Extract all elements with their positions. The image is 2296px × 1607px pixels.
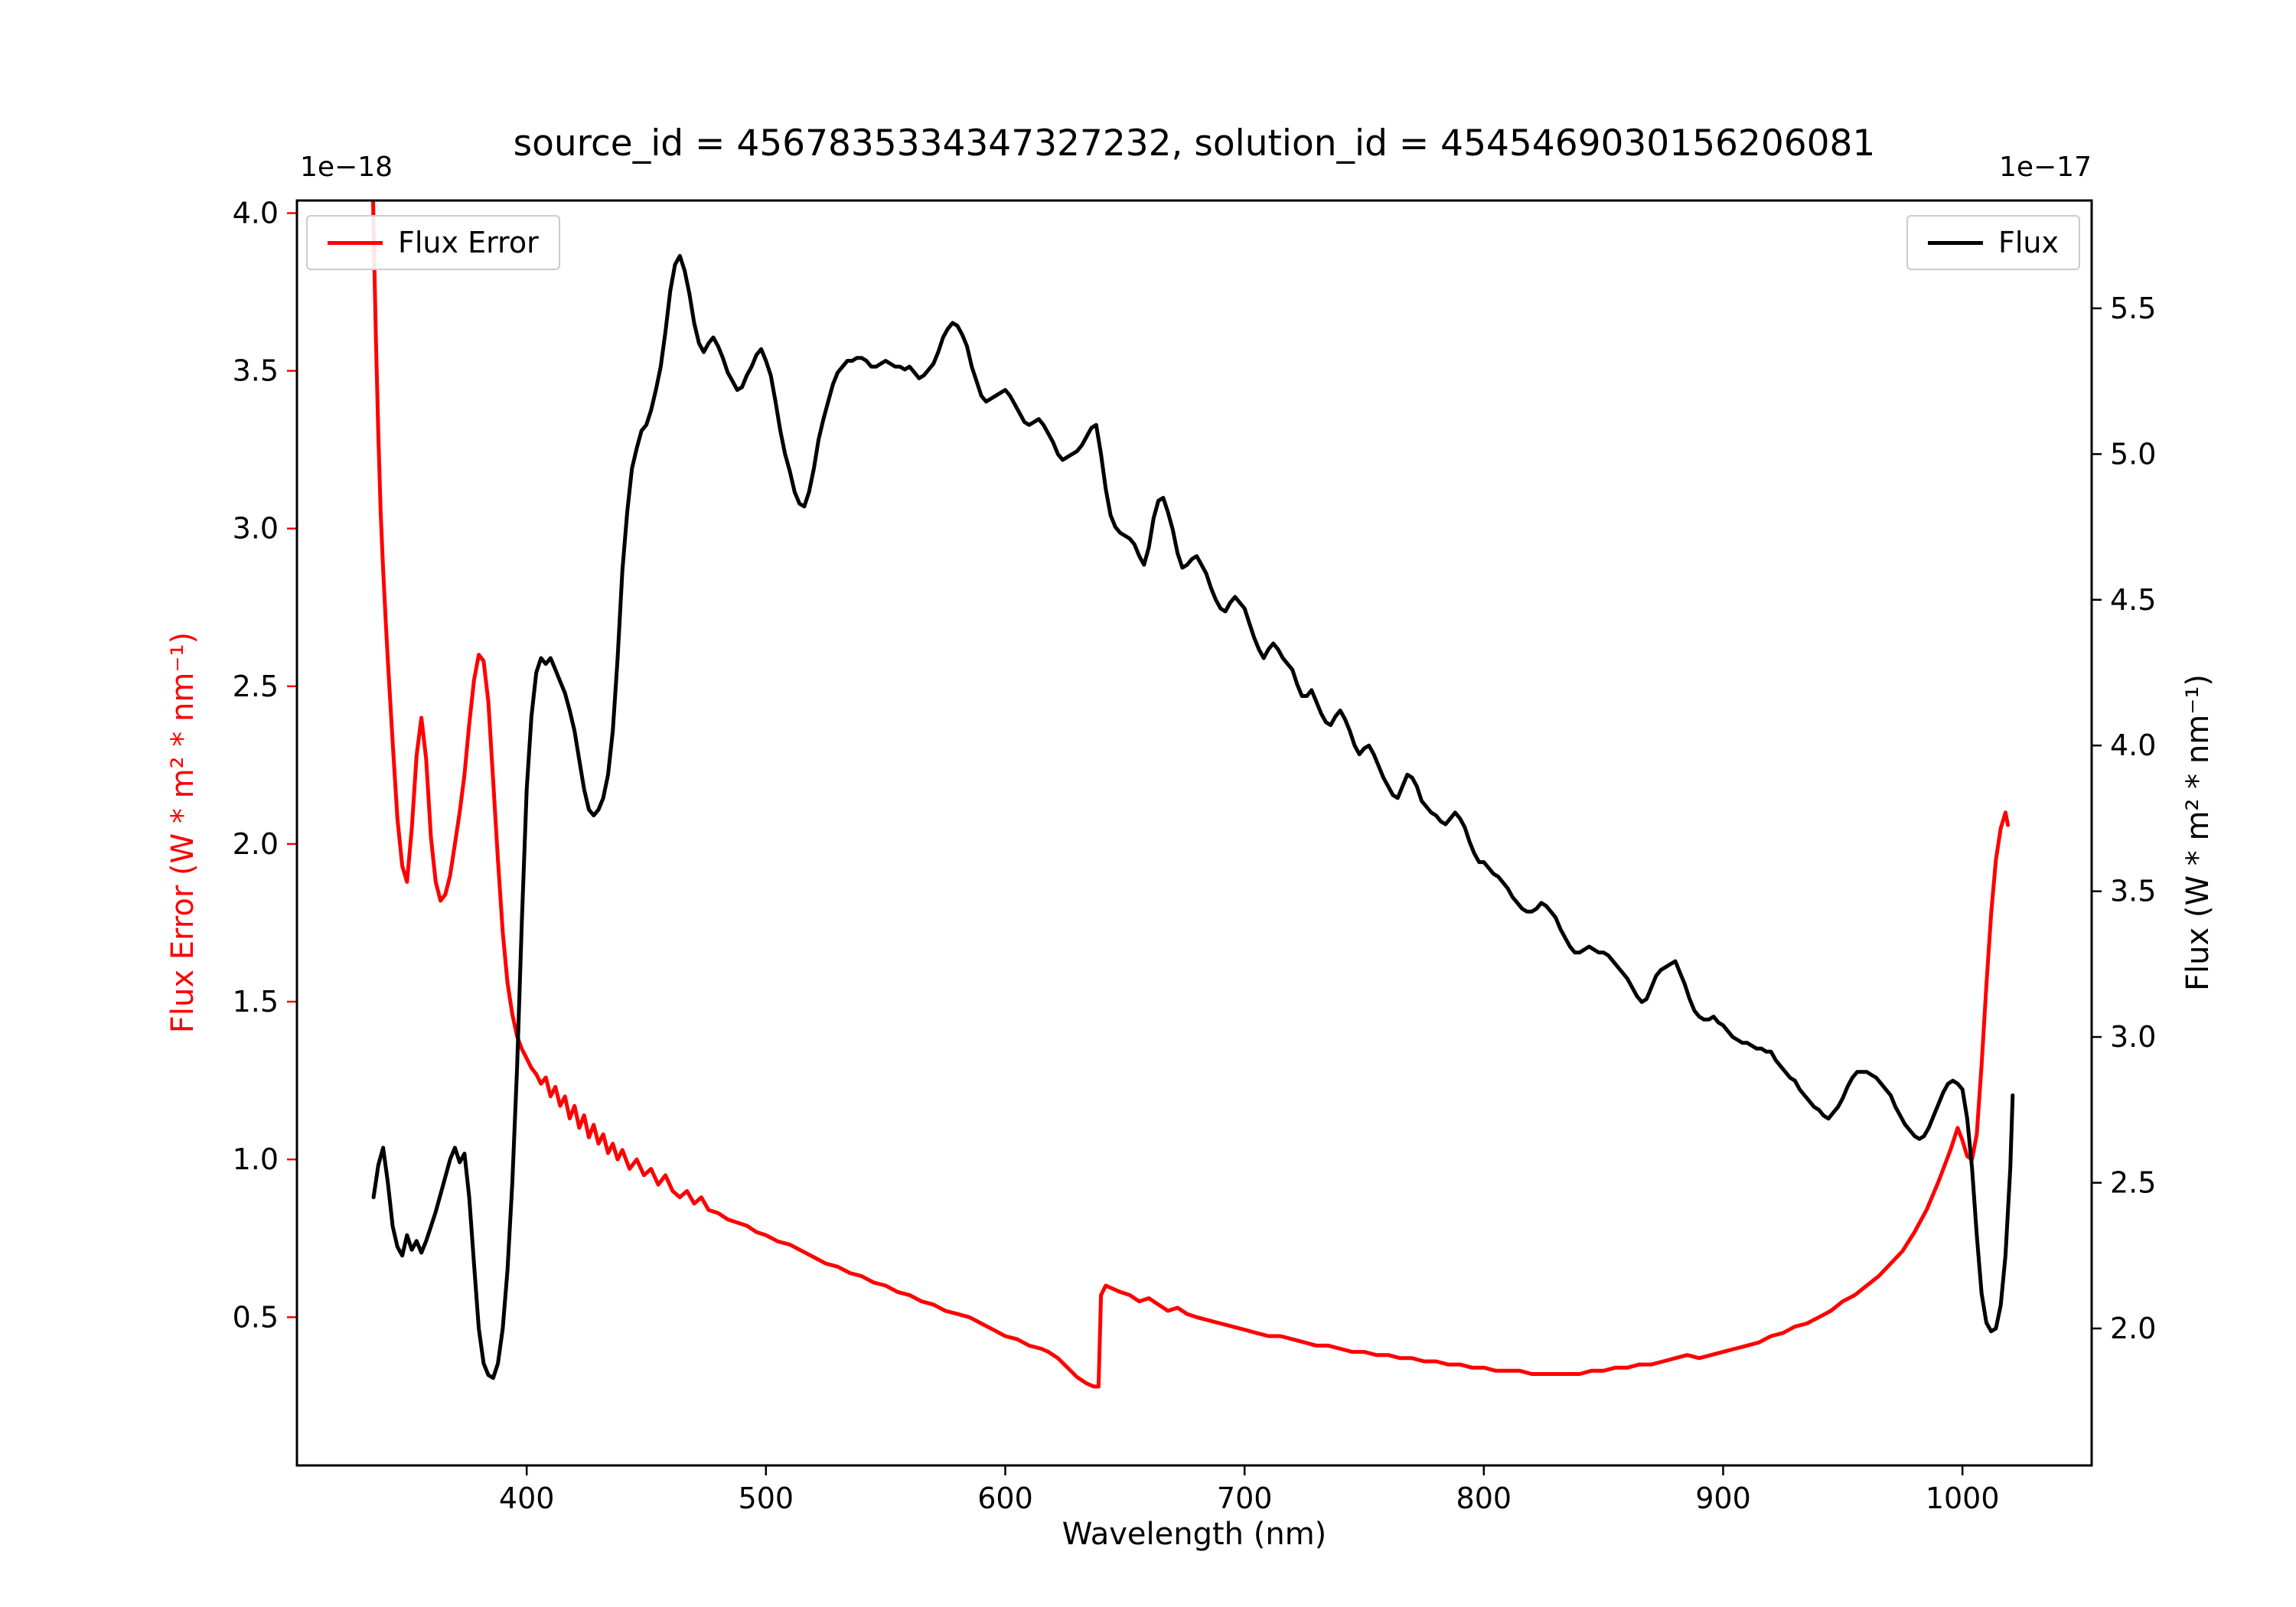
left-y-tick-label: 2.5 [233, 670, 279, 703]
x-tick-label: 600 [977, 1482, 1033, 1515]
right-y-tick-label: 3.5 [2110, 875, 2156, 908]
left-y-tick-label: 1.0 [233, 1143, 279, 1176]
left-y-tick-label: 4.0 [233, 197, 279, 230]
left-y-tick-label: 3.0 [233, 512, 279, 546]
axes-spines [295, 199, 2093, 1467]
x-axis-label: Wavelength (nm) [1062, 1517, 1327, 1552]
left-y-tick-label: 0.5 [233, 1300, 279, 1334]
right-y-tick-label: 5.0 [2110, 437, 2156, 471]
flux-line [371, 253, 2015, 1380]
right-y-tick-label: 3.0 [2110, 1020, 2156, 1054]
left-y-tick-label: 3.5 [233, 354, 279, 388]
right-y-tick-label: 2.5 [2110, 1166, 2156, 1200]
legend-flux: Flux [1906, 215, 2080, 270]
x-tick-label: 400 [499, 1482, 555, 1515]
right-y-tick-label: 4.5 [2110, 583, 2156, 617]
x-tick-label: 900 [1695, 1482, 1751, 1515]
chart-title: source_id = 4567835334347327232, solutio… [513, 122, 1876, 165]
legend-flux-error-label: Flux Error [398, 226, 539, 259]
left-axis-offset-text: 1e−18 [300, 152, 393, 183]
left-y-axis-label: Flux Error (W * m² * nm⁻¹) [165, 631, 201, 1034]
flux-error-line-sample [328, 240, 383, 245]
right-y-tick-label: 2.0 [2110, 1312, 2156, 1345]
left-y-tick-label: 1.5 [233, 985, 279, 1019]
flux-error-line [371, 200, 2011, 1389]
legend-flux-error: Flux Error [306, 215, 560, 270]
right-axis-offset-text: 1e−17 [1998, 152, 2092, 183]
x-tick-label: 500 [739, 1482, 794, 1515]
right-y-axis-label: Flux (W * m² * nm⁻¹) [2180, 674, 2216, 991]
x-tick-label: 700 [1217, 1482, 1273, 1515]
flux-line-sample [1928, 240, 1983, 245]
legend-flux-label: Flux [1998, 226, 2059, 259]
right-y-tick-label: 4.0 [2110, 729, 2156, 762]
x-tick-label: 800 [1456, 1482, 1512, 1515]
x-tick-label: 1000 [1926, 1482, 2000, 1515]
left-y-tick-label: 2.0 [233, 827, 279, 861]
right-y-tick-label: 5.5 [2110, 292, 2156, 325]
